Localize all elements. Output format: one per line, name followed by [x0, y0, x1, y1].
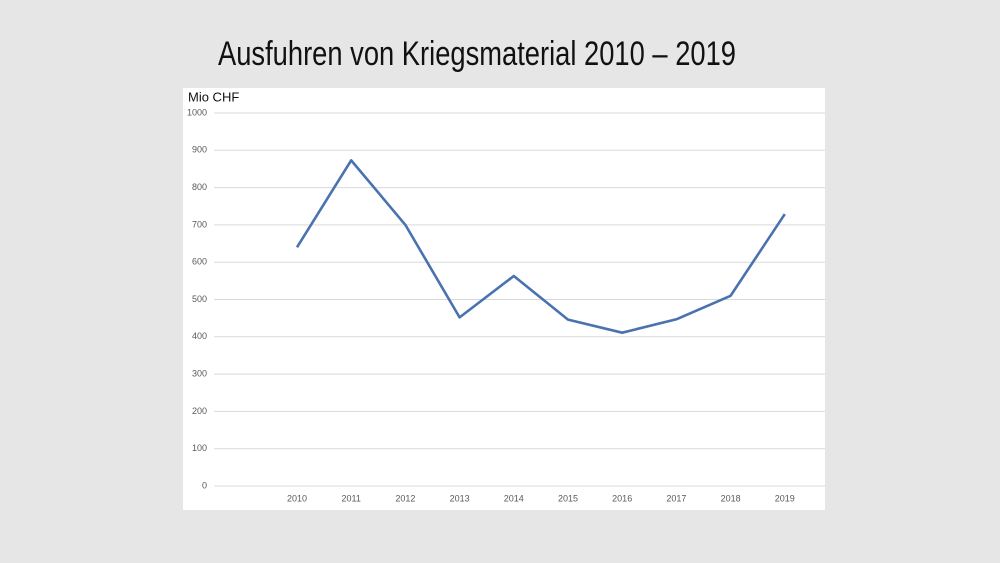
x-tick-label: 2015	[558, 493, 578, 503]
y-tick-label: 800	[192, 182, 207, 192]
y-tick-label: 100	[192, 443, 207, 453]
y-tick-label: 1000	[187, 107, 207, 117]
x-tick-label: 2017	[666, 493, 686, 503]
y-tick-label: 200	[192, 406, 207, 416]
chart-title: Ausfuhren von Kriegsmaterial 2010 – 2019	[218, 35, 736, 73]
data-line	[295, 159, 786, 334]
y-tick-label: 300	[192, 368, 207, 378]
y-tick-label: 0	[202, 480, 207, 490]
y-tick-label: 400	[192, 331, 207, 341]
y-tick-label: 900	[192, 145, 207, 155]
x-tick-label: 2010	[287, 493, 307, 503]
y-tick-label: 500	[192, 294, 207, 304]
x-tick-label: 2016	[612, 493, 632, 503]
x-tick-label: 2019	[775, 493, 795, 503]
x-tick-label: 2011	[342, 493, 361, 503]
y-tick-label: 700	[192, 219, 207, 229]
x-tick-label: 2012	[395, 493, 415, 503]
x-tick-label: 2018	[721, 493, 741, 503]
y-axis-label: Mio CHF	[188, 89, 239, 104]
x-tick-label: 2014	[504, 493, 524, 503]
y-tick-label: 600	[192, 257, 207, 267]
x-tick-label: 2013	[450, 493, 470, 503]
